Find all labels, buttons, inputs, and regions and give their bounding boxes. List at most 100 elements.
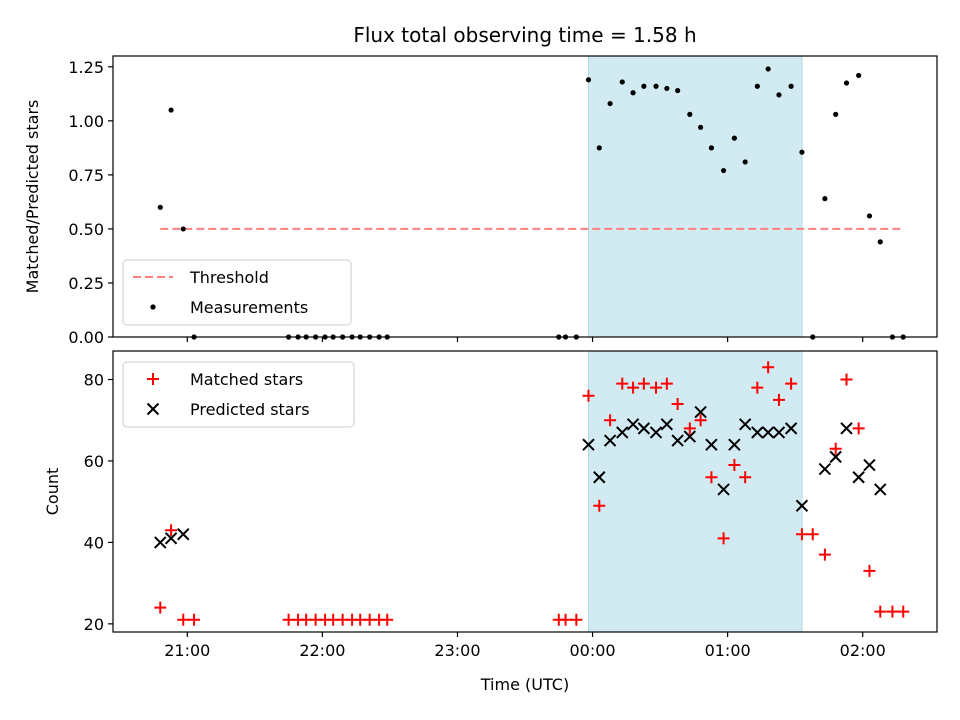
predicted-star-point — [603, 434, 617, 447]
y-axis-label: Count — [43, 468, 62, 516]
measurement-point — [619, 79, 625, 85]
legend-box — [122, 259, 352, 326]
matched-star-point — [728, 459, 741, 472]
matched-star-point — [154, 601, 167, 614]
y-axis-label: Matched/Predicted stars — [23, 100, 42, 294]
matched-star-point — [863, 564, 876, 577]
predicted-star-point — [154, 536, 167, 549]
observing-window-span — [587, 55, 803, 338]
measurement-point — [698, 124, 704, 130]
matched-star-point — [683, 422, 696, 435]
matched-star-point — [660, 377, 673, 390]
x-tick-label: 23:00 — [434, 641, 480, 660]
measurement-point — [765, 66, 771, 72]
measurement-point — [168, 107, 174, 113]
matched-star-point — [739, 471, 752, 484]
legend-measurements-swatch — [150, 304, 156, 310]
measurement-point — [822, 196, 828, 202]
y-tick-label: 0.25 — [68, 274, 104, 293]
measurement-point — [708, 145, 715, 151]
y-tick-label: 1.25 — [68, 58, 104, 77]
matched-star-point — [165, 524, 178, 537]
y-tick-label: 40 — [84, 533, 104, 552]
observing-window-span — [587, 350, 803, 633]
matched-star-point — [829, 442, 842, 455]
matched-star-point — [604, 414, 617, 427]
predicted-star-point — [818, 462, 832, 476]
predicted-star-point — [582, 438, 595, 451]
predicted-star-point — [772, 426, 786, 439]
measurement-point — [157, 204, 163, 210]
x-tick-label: 02:00 — [840, 641, 886, 660]
legend-predicted-label: Predicted stars — [190, 400, 310, 419]
predicted-star-point — [177, 528, 190, 541]
measurement-point — [843, 80, 850, 86]
measurement-point — [641, 83, 647, 89]
predicted-star-point — [751, 426, 764, 439]
matched-star-point — [559, 613, 572, 626]
predicted-star-point — [863, 458, 876, 472]
matched-star-point — [886, 605, 899, 618]
matched-star-point — [705, 471, 718, 484]
y-tick-label: 80 — [84, 371, 104, 390]
predicted-star-point — [795, 499, 809, 512]
matched-star-point — [874, 605, 887, 618]
matched-star-point — [177, 613, 190, 626]
measurement-point — [856, 72, 862, 79]
axes-frame — [112, 350, 938, 633]
predicted-star-point — [649, 426, 663, 439]
matched-star-point — [751, 381, 764, 394]
matched-star-point — [772, 393, 785, 406]
x-axis-label: Time (UTC) — [480, 675, 569, 694]
measurement-point — [866, 213, 873, 219]
measurement-point — [742, 159, 748, 165]
matched-star-point — [570, 613, 583, 626]
measurement-point — [720, 167, 727, 174]
predicted-star-point — [840, 422, 853, 435]
matched-star-point — [717, 532, 730, 545]
matched-star-point — [852, 422, 865, 435]
measurement-point — [607, 100, 613, 107]
matched-star-point — [897, 605, 910, 618]
measurement-point — [596, 145, 602, 151]
legend-threshold-label: Threshold — [189, 268, 269, 287]
measurement-point — [754, 83, 760, 89]
matched-star-point — [762, 361, 775, 374]
predicted-star-point — [738, 418, 752, 431]
measurement-point — [776, 92, 782, 98]
axes-frame — [112, 55, 938, 338]
y-tick-label: 20 — [84, 615, 104, 634]
legend-predicted-swatch — [146, 402, 160, 416]
y-tick-label: 0.75 — [68, 166, 104, 185]
predicted-star-point — [593, 471, 606, 484]
predicted-star-point — [829, 450, 842, 464]
legend-matched-label: Matched stars — [190, 370, 303, 389]
chart-title: Flux total observing time = 1.58 h — [353, 23, 696, 47]
matched-star-point — [593, 499, 606, 512]
measurement-point — [630, 90, 636, 96]
legend-matched-swatch — [147, 373, 159, 385]
predicted-star-point — [852, 471, 865, 484]
measurement-point — [180, 226, 186, 232]
matched-star-point — [188, 613, 201, 626]
predicted-star-point — [660, 418, 674, 431]
predicted-star-point — [761, 426, 775, 439]
matched-star-point — [637, 377, 650, 390]
predicted-star-point — [728, 438, 741, 451]
y-tick-label: 0.50 — [68, 220, 104, 239]
predicted-star-point — [717, 483, 730, 496]
x-tick-label: 00:00 — [569, 641, 615, 660]
x-tick-label: 01:00 — [705, 641, 751, 660]
predicted-star-point — [683, 430, 697, 443]
matched-star-point — [627, 381, 640, 394]
measurement-point — [877, 239, 883, 245]
matched-star-point — [694, 414, 707, 427]
predicted-star-point — [164, 532, 178, 545]
y-tick-label: 1.00 — [68, 112, 104, 131]
predicted-star-point — [784, 422, 798, 435]
legend-box — [122, 361, 355, 428]
matched-star-point — [806, 528, 819, 541]
predicted-star-point — [694, 405, 707, 419]
measurement-point — [788, 83, 794, 89]
